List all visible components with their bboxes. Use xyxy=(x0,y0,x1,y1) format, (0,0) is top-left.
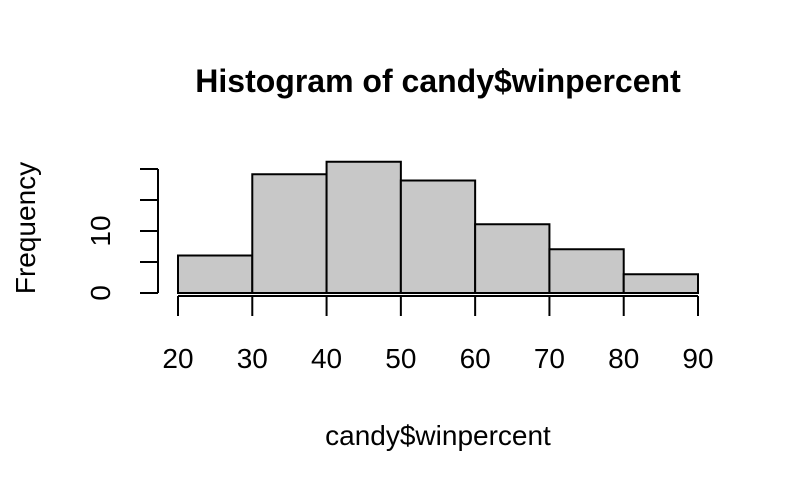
histogram-bar xyxy=(474,223,551,294)
x-axis: 20 30 40 50 60 70 80 90 xyxy=(162,295,714,374)
x-tick-label: 20 xyxy=(162,343,193,374)
histogram-bar xyxy=(251,173,328,294)
histogram-bar xyxy=(177,254,254,294)
bars-group xyxy=(177,160,700,294)
x-tick-label: 60 xyxy=(460,343,491,374)
y-tick-label: 0 xyxy=(85,285,116,301)
y-axis-label: Frequency xyxy=(10,162,41,294)
x-tick-label: 50 xyxy=(385,343,416,374)
y-axis: 0 10 xyxy=(85,168,159,301)
histogram-bar xyxy=(399,179,477,294)
histogram-bar xyxy=(325,160,402,294)
x-tick-label: 80 xyxy=(608,343,639,374)
x-tick-label: 30 xyxy=(237,343,268,374)
histogram-bar xyxy=(622,273,700,294)
y-tick-label: 10 xyxy=(85,215,116,246)
chart-title: Histogram of candy$winpercent xyxy=(195,63,681,99)
histogram-bar xyxy=(548,248,625,294)
x-tick-label: 40 xyxy=(311,343,342,374)
x-tick-label: 90 xyxy=(682,343,713,374)
x-axis-label: candy$winpercent xyxy=(325,420,551,451)
x-tick-label: 70 xyxy=(534,343,565,374)
